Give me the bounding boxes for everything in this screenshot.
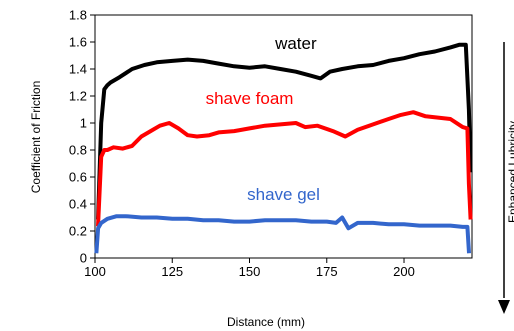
x-axis-title: Distance (mm) [227,315,305,329]
y-axis-title: Coefficient of Friction [29,81,43,194]
lubricity-arrow-head [498,300,510,314]
lubricity-indicator: Enhanced Lubricity [498,42,514,314]
x-tick-label: 125 [161,264,183,279]
y-tick-label: 0.4 [69,197,87,212]
y-tick-label: 0.8 [69,143,87,158]
series-label-water: water [274,34,317,53]
x-tick-label: 200 [393,264,415,279]
lubricity-label: Enhanced Lubricity [506,121,514,223]
y-tick-label: 1.4 [69,62,87,77]
y-tick-label: 1.2 [69,89,87,104]
plot-frame [94,14,473,259]
series-label-shave-foam: shave foam [206,89,294,108]
series-label-shave-gel: shave gel [247,185,320,204]
series-line-shave-foam [96,110,473,227]
plot-axes: 0 0.2 0.4 0.6 0.8 1 1.2 1.4 1.6 1.8 100 125 150 175 20… [69,8,473,279]
plot-labels: water shave foam shave gel [206,34,320,204]
y-tick-label: 1 [80,116,87,131]
y-tick-label: 1.6 [69,35,87,50]
series-line-shave-gel [94,214,472,254]
plot-series [94,42,473,254]
y-tick-label: 0 [80,251,87,266]
x-tick-label: 150 [239,264,261,279]
x-tick-label: 175 [316,264,338,279]
series-line-water [96,42,473,220]
x-tick-label: 100 [84,264,106,279]
y-tick-label: 0.2 [69,224,87,239]
y-tick-label: 1.8 [69,8,87,23]
y-tick-label: 0.6 [69,170,87,185]
